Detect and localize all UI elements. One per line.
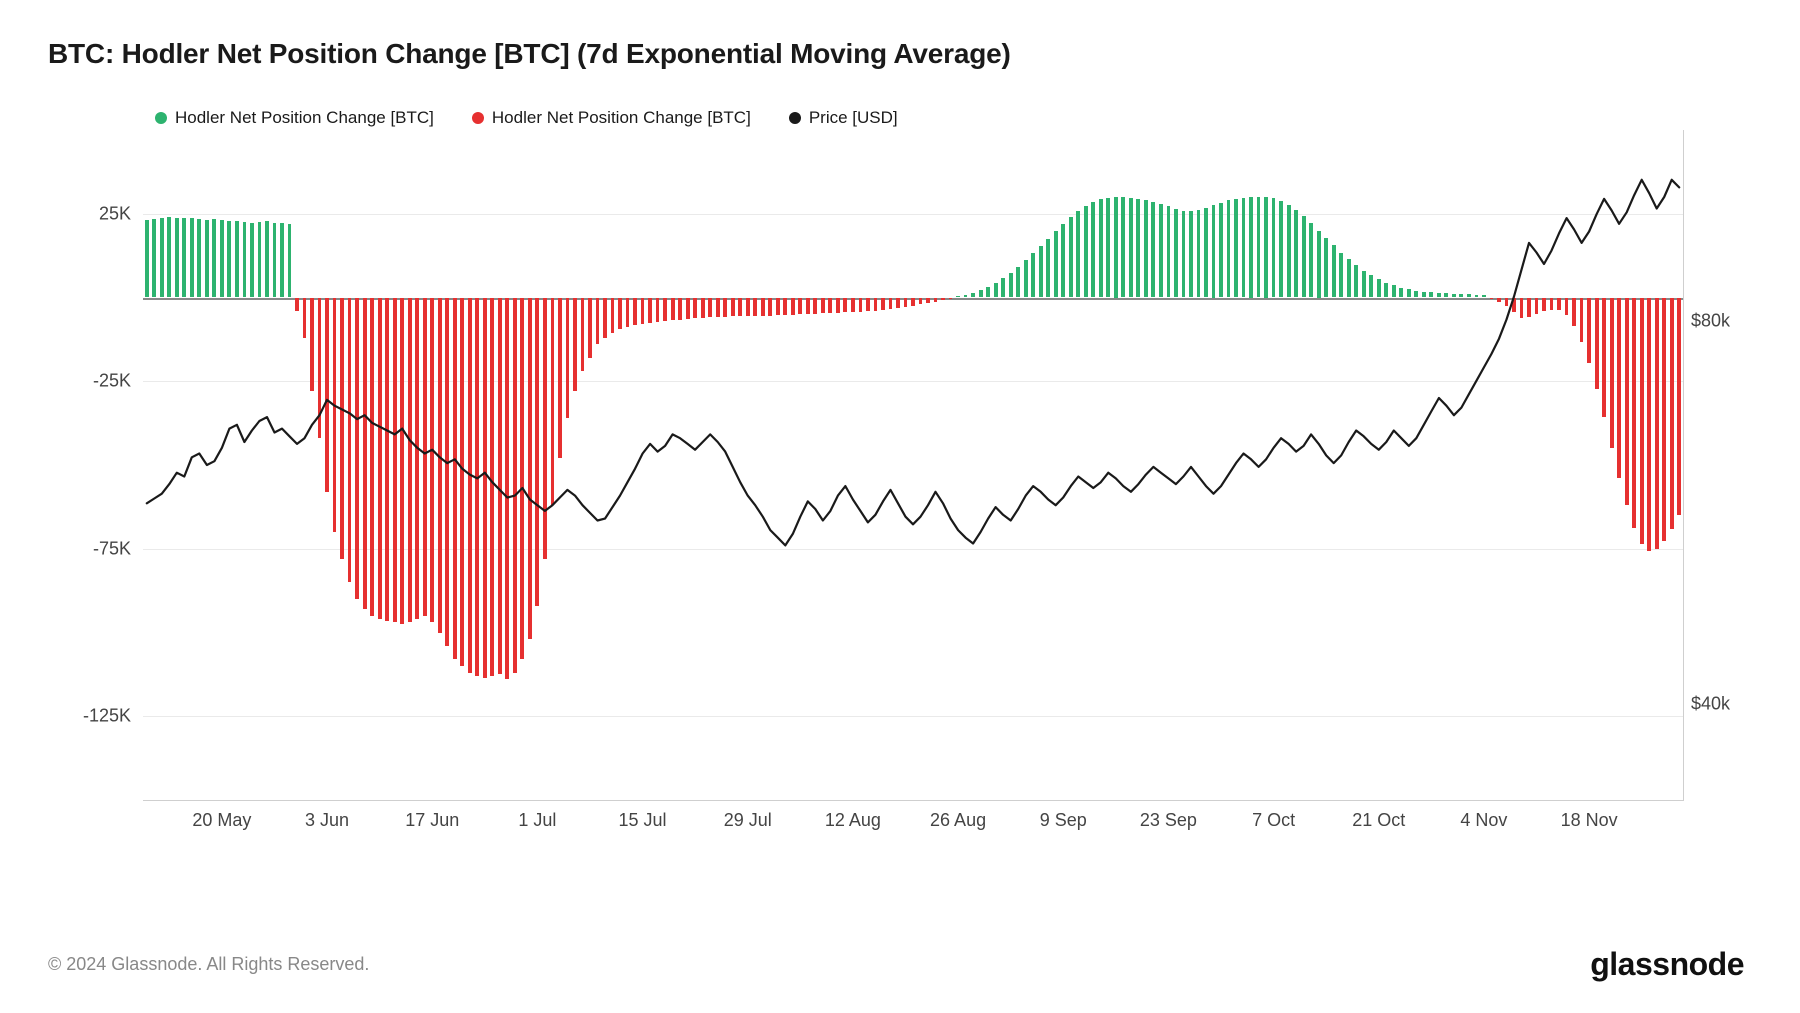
x-axis-label: 23 Sep [1140,810,1197,831]
legend-dot-positive [155,112,167,124]
x-axis-label: 21 Oct [1352,810,1405,831]
x-axis-label: 7 Oct [1252,810,1295,831]
legend-label-positive: Hodler Net Position Change [BTC] [175,108,434,128]
x-axis-label: 9 Sep [1040,810,1087,831]
chart-page: BTC: Hodler Net Position Change [BTC] (7… [0,0,1800,1013]
copyright-text: © 2024 Glassnode. All Rights Reserved. [48,954,369,975]
x-axis-label: 1 Jul [518,810,556,831]
x-axis-label: 26 Aug [930,810,986,831]
x-axis-label: 29 Jul [724,810,772,831]
y-axis-right-label: $40k [1691,694,1755,715]
plot-area: 25K-25K-75K-125K$80k$40k 20 May3 Jun17 J… [143,130,1684,801]
price-line [147,180,1679,546]
brand-text: glassnode [1590,946,1744,982]
legend-label-negative: Hodler Net Position Change [BTC] [492,108,751,128]
x-axis-label: 12 Aug [825,810,881,831]
legend-item-price: Price [USD] [789,108,898,128]
x-axis-label: 3 Jun [305,810,349,831]
price-line-svg [143,130,1683,800]
y-axis-left-label: -125K [43,706,131,727]
y-axis-left-label: -25K [43,371,131,392]
x-axis-label: 20 May [192,810,251,831]
legend-label-price: Price [USD] [809,108,898,128]
legend-dot-price [789,112,801,124]
x-axis-label: 17 Jun [405,810,459,831]
x-axis-label: 15 Jul [619,810,667,831]
legend-dot-negative [472,112,484,124]
chart-title: BTC: Hodler Net Position Change [BTC] (7… [48,38,1011,70]
brand-logo: glassnode [1590,946,1744,983]
y-axis-left-label: 25K [43,203,131,224]
legend-item-positive: Hodler Net Position Change [BTC] [155,108,434,128]
legend-item-negative: Hodler Net Position Change [BTC] [472,108,751,128]
plot-wrap: 25K-25K-75K-125K$80k$40k 20 May3 Jun17 J… [48,130,1752,850]
y-axis-left-label: -75K [43,538,131,559]
x-axis-label: 18 Nov [1561,810,1618,831]
chart-legend: Hodler Net Position Change [BTC] Hodler … [155,108,898,128]
x-axis-label: 4 Nov [1460,810,1507,831]
y-axis-right-label: $80k [1691,311,1755,332]
